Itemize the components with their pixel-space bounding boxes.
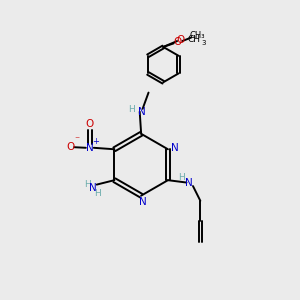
Text: CH: CH bbox=[188, 35, 201, 44]
Text: H: H bbox=[178, 173, 185, 182]
Text: CH₃: CH₃ bbox=[189, 31, 205, 40]
Text: O: O bbox=[174, 37, 182, 47]
Text: H: H bbox=[84, 179, 90, 188]
Text: O: O bbox=[66, 142, 75, 152]
Text: H: H bbox=[128, 105, 135, 114]
Text: H: H bbox=[94, 189, 101, 198]
Text: N: N bbox=[185, 178, 192, 188]
Text: +: + bbox=[92, 137, 99, 146]
Text: 3: 3 bbox=[201, 40, 206, 46]
Text: O: O bbox=[86, 119, 94, 129]
Text: O: O bbox=[177, 34, 185, 45]
Text: N: N bbox=[138, 107, 146, 117]
Text: ⁻: ⁻ bbox=[74, 136, 79, 146]
Text: N: N bbox=[170, 143, 178, 153]
Text: N: N bbox=[89, 182, 97, 193]
Text: N: N bbox=[86, 143, 94, 153]
Text: N: N bbox=[139, 197, 146, 207]
